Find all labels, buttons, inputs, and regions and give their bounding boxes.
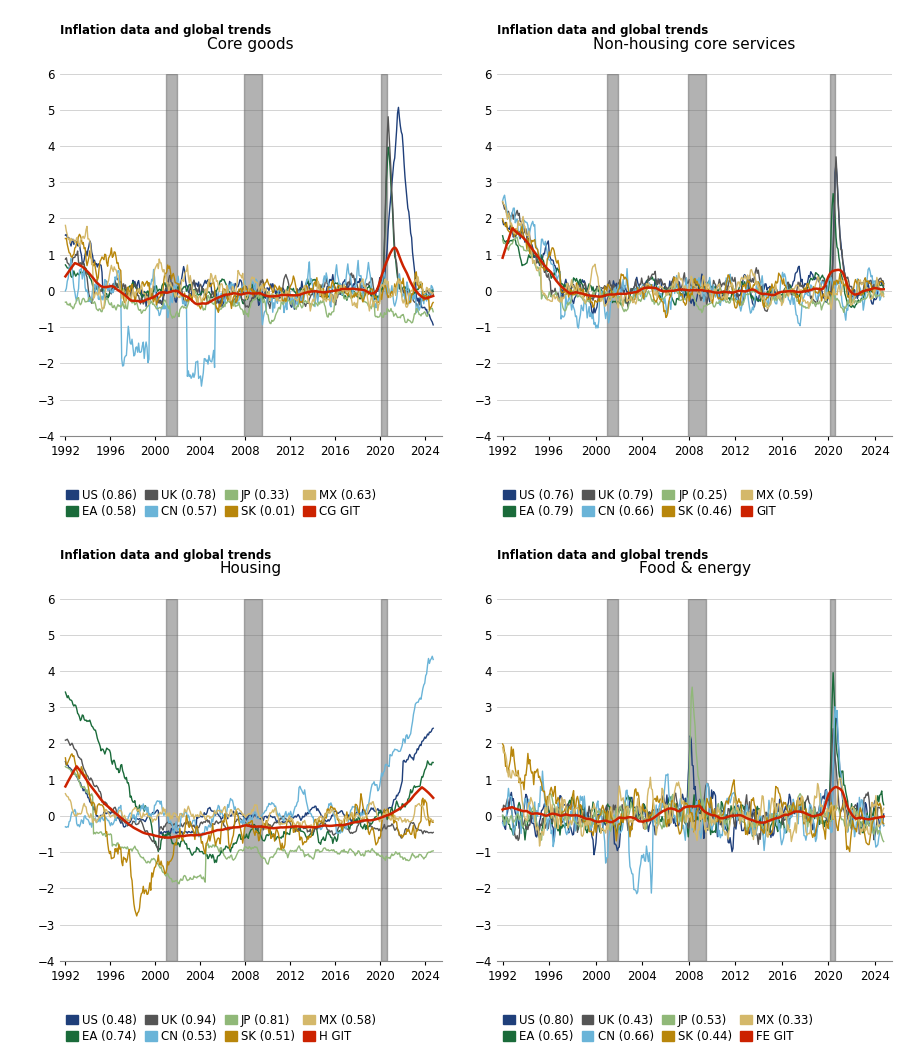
Bar bbox=[244, 74, 262, 436]
Legend: US (0.76), EA (0.79), UK (0.79), CN (0.66), JP (0.25), SK (0.46), MX (0.59), GIT: US (0.76), EA (0.79), UK (0.79), CN (0.6… bbox=[502, 488, 812, 519]
Legend: US (0.80), EA (0.65), UK (0.43), CN (0.66), JP (0.53), SK (0.44), MX (0.33), FE : US (0.80), EA (0.65), UK (0.43), CN (0.6… bbox=[502, 1013, 812, 1044]
Bar bbox=[607, 74, 618, 436]
Legend: US (0.86), EA (0.58), UK (0.78), CN (0.57), JP (0.33), SK (0.01), MX (0.63), CG : US (0.86), EA (0.58), UK (0.78), CN (0.5… bbox=[65, 488, 376, 519]
Title: Core goods: Core goods bbox=[207, 37, 294, 51]
Bar bbox=[166, 598, 176, 961]
Bar bbox=[686, 74, 706, 436]
Title: Housing: Housing bbox=[220, 562, 281, 576]
Bar bbox=[829, 598, 834, 961]
Bar bbox=[607, 598, 618, 961]
Text: Inflation data and global trends: Inflation data and global trends bbox=[60, 549, 271, 563]
Legend: US (0.48), EA (0.74), UK (0.94), CN (0.53), JP (0.81), SK (0.51), MX (0.58), H G: US (0.48), EA (0.74), UK (0.94), CN (0.5… bbox=[65, 1013, 376, 1044]
Bar bbox=[380, 598, 386, 961]
Text: Inflation data and global trends: Inflation data and global trends bbox=[60, 24, 271, 38]
Title: Non-housing core services: Non-housing core services bbox=[593, 37, 795, 51]
Bar bbox=[829, 74, 834, 436]
Bar bbox=[686, 598, 706, 961]
Bar bbox=[380, 74, 386, 436]
Bar bbox=[166, 74, 176, 436]
Text: Inflation data and global trends: Inflation data and global trends bbox=[496, 24, 708, 38]
Text: Inflation data and global trends: Inflation data and global trends bbox=[496, 549, 708, 563]
Bar bbox=[244, 598, 262, 961]
Title: Food & energy: Food & energy bbox=[638, 562, 750, 576]
